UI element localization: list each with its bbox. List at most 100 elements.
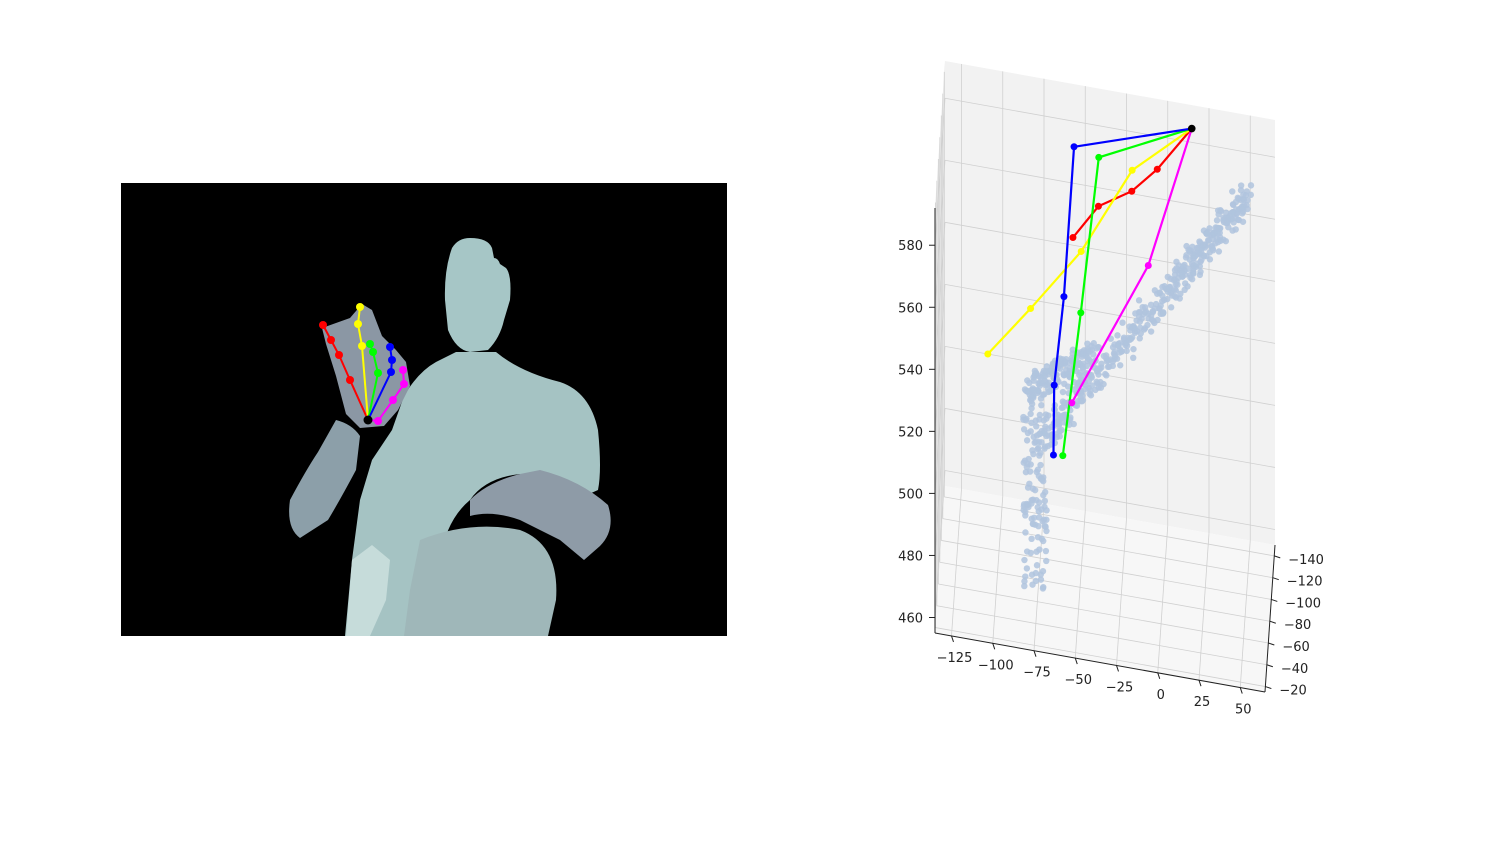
cloud-point bbox=[1026, 468, 1034, 475]
cloud-point bbox=[1038, 535, 1045, 543]
cloud-point bbox=[1035, 514, 1043, 521]
cloud-point bbox=[1151, 319, 1158, 327]
cloud-point bbox=[1090, 340, 1097, 347]
cloud-point bbox=[1023, 437, 1031, 444]
3d-axis-lines bbox=[934, 208, 1276, 693]
point-cloud bbox=[1020, 182, 1255, 592]
cloud-point bbox=[1215, 211, 1222, 218]
cloud-point bbox=[1038, 476, 1046, 483]
joint-3d bbox=[1128, 187, 1136, 195]
little-joint bbox=[389, 396, 397, 404]
cloud-point bbox=[1057, 357, 1064, 364]
cloud-point bbox=[1183, 251, 1190, 259]
cloud-point bbox=[1038, 439, 1045, 446]
little-joint bbox=[400, 380, 408, 388]
cloud-point bbox=[1056, 433, 1063, 440]
cloud-point bbox=[1181, 280, 1189, 287]
cloud-point bbox=[1164, 273, 1171, 281]
cloud-point bbox=[1037, 461, 1044, 469]
y-axis-line bbox=[1264, 544, 1276, 693]
cloud-point bbox=[1059, 404, 1067, 411]
cloud-point bbox=[1043, 507, 1050, 514]
cloud-point bbox=[1027, 410, 1034, 418]
cloud-point bbox=[1173, 258, 1180, 266]
cloud-point bbox=[1147, 301, 1155, 309]
joint-3d bbox=[1068, 399, 1076, 407]
y-tick bbox=[1272, 577, 1279, 581]
cloud-point bbox=[1130, 345, 1137, 353]
cloud-point bbox=[1120, 334, 1128, 341]
cloud-point bbox=[1167, 304, 1175, 311]
x-tick-label: −75 bbox=[1023, 666, 1050, 681]
cloud-point bbox=[1028, 394, 1035, 401]
cloud-point bbox=[1042, 547, 1050, 555]
3d-tick-labels: −125 −100 −75 −50 −25 0 25 50 −140 −120 −100 −80 −60… bbox=[898, 239, 1324, 717]
cloud-point bbox=[1037, 449, 1044, 457]
cloud-point bbox=[1173, 265, 1180, 272]
x-grid-floor bbox=[1239, 540, 1251, 688]
x-tick-label: −25 bbox=[1106, 680, 1133, 695]
y-tick-label: −20 bbox=[1279, 684, 1306, 699]
cloud-point bbox=[1049, 370, 1056, 377]
cloud-point bbox=[1111, 348, 1118, 355]
cloud-point bbox=[1237, 187, 1245, 194]
y-grid-floor bbox=[942, 518, 1273, 579]
cloud-point bbox=[1229, 188, 1236, 195]
joint-3d bbox=[1144, 262, 1152, 270]
z-grid-side bbox=[934, 160, 946, 308]
cloud-point bbox=[1041, 445, 1048, 452]
cloud-point bbox=[1191, 252, 1199, 259]
cloud-point bbox=[1043, 557, 1050, 565]
y-tick-label: −40 bbox=[1281, 662, 1308, 677]
y-grid-floor bbox=[939, 561, 1270, 622]
cloud-point bbox=[1209, 247, 1217, 254]
cloud-point bbox=[1135, 297, 1143, 304]
y-tick-label: −80 bbox=[1284, 618, 1311, 633]
cloud-point bbox=[1021, 556, 1028, 564]
cloud-point bbox=[1190, 269, 1197, 277]
z-grid-side bbox=[934, 222, 946, 370]
cloud-point bbox=[1054, 419, 1061, 426]
cloud-point bbox=[1098, 360, 1105, 368]
little-joint bbox=[374, 417, 382, 425]
joint-3d bbox=[1059, 452, 1067, 460]
y-tick bbox=[1269, 620, 1276, 624]
hand-skeleton-3d bbox=[984, 124, 1196, 460]
cloud-point bbox=[1215, 248, 1223, 255]
thumb-joint bbox=[346, 376, 354, 384]
cloud-point bbox=[1030, 433, 1037, 441]
cloud-point bbox=[1170, 276, 1177, 284]
x-tick bbox=[1239, 687, 1243, 694]
cloud-point bbox=[1201, 244, 1209, 251]
y-tick-label: −140 bbox=[1288, 553, 1324, 568]
cloud-point bbox=[1041, 488, 1049, 496]
cloud-point bbox=[1103, 372, 1110, 379]
x-grid-floor bbox=[1074, 511, 1086, 659]
cloud-point bbox=[1022, 512, 1029, 519]
cloud-point bbox=[1197, 268, 1204, 275]
cloud-point bbox=[1112, 353, 1119, 361]
little-joint bbox=[399, 366, 407, 374]
y-grid-floor bbox=[935, 627, 1266, 687]
cloud-point bbox=[1031, 486, 1039, 494]
cloud-point bbox=[1130, 354, 1137, 362]
y-tick bbox=[1268, 642, 1275, 646]
cloud-point bbox=[1157, 302, 1164, 309]
cloud-point bbox=[1177, 290, 1184, 297]
x-tick-label: −125 bbox=[937, 651, 973, 666]
cloud-point bbox=[1042, 411, 1050, 418]
middle-bone bbox=[367, 343, 380, 421]
cloud-point bbox=[1094, 365, 1102, 372]
z-tick-label: 500 bbox=[898, 487, 923, 502]
x-tick-label: 25 bbox=[1194, 695, 1211, 710]
cloud-point bbox=[1058, 426, 1065, 434]
cloud-point bbox=[1116, 349, 1123, 356]
cloud-point bbox=[1104, 357, 1112, 364]
cloud-point bbox=[1119, 319, 1126, 326]
cloud-point bbox=[1084, 347, 1091, 354]
cloud-point bbox=[1206, 225, 1213, 232]
y-tick-label: −100 bbox=[1285, 596, 1321, 611]
cloud-point bbox=[1021, 582, 1028, 590]
cloud-point bbox=[1180, 263, 1187, 270]
y-grid-floor bbox=[941, 540, 1272, 600]
